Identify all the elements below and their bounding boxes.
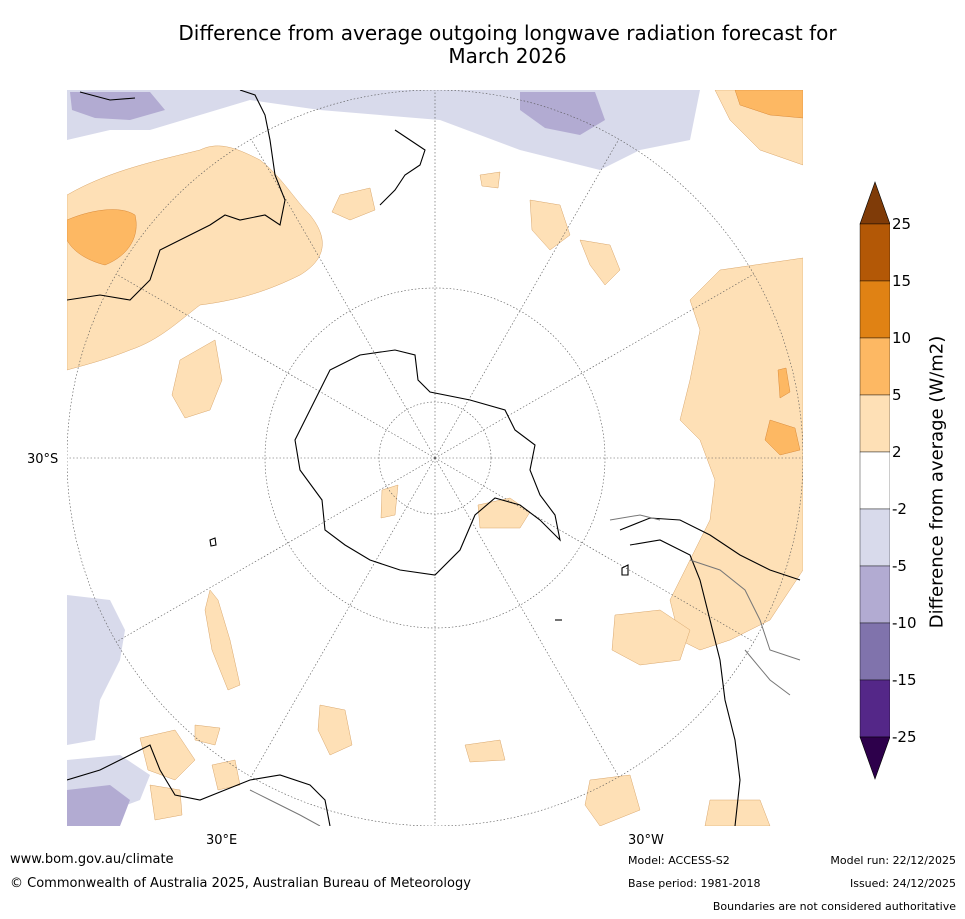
colorbar-swatch <box>859 622 890 681</box>
colorbar-tick-label: 10 <box>892 329 912 347</box>
footer-base-period: Base period: 1981-2018 <box>628 877 761 890</box>
lon-label-30w: 30°W <box>628 833 664 848</box>
colorbar-tick-label: -2 <box>892 500 907 518</box>
colorbar-swatch <box>859 223 890 282</box>
title-line-2: March 2026 <box>448 44 567 68</box>
footer-issued: Issued: 24/12/2025 <box>849 877 956 890</box>
title-line-1: Difference from average outgoing longwav… <box>178 21 837 45</box>
colorbar-tick-label: -15 <box>892 671 917 689</box>
chart-title: Difference from average outgoing longwav… <box>60 22 955 68</box>
colorbar-tick-label: 15 <box>892 272 912 290</box>
country-borders <box>249 514 801 826</box>
colorbar-arrow-top <box>859 181 890 225</box>
colorbar-swatch <box>859 679 890 738</box>
footer-disclaimer: Boundaries are not considered authoritat… <box>712 900 956 913</box>
footer-model-run: Model run: 22/12/2025 <box>830 854 956 867</box>
anomaly-negative-medium <box>67 92 605 826</box>
colorbar-tick-label: -25 <box>892 728 917 746</box>
lon-label-30e: 30°E <box>206 833 238 848</box>
anomaly-positive-medium <box>67 90 803 456</box>
colorbar-swatch <box>859 337 890 396</box>
colorbar-tick-label: 25 <box>892 215 912 233</box>
footer-website[interactable]: www.bom.gov.au/climate <box>10 852 174 867</box>
colorbar-tick-label: -10 <box>892 614 917 632</box>
colorbar-swatch <box>859 565 890 624</box>
lat-label-30s: 30°S <box>27 452 59 467</box>
colorbar-arrow-bottom <box>859 736 890 780</box>
colorbar <box>859 181 890 780</box>
colorbar-swatch <box>859 508 890 567</box>
colorbar-swatch <box>859 394 890 453</box>
footer-copyright: © Commonwealth of Australia 2025, Austra… <box>10 876 471 891</box>
anomaly-positive-small <box>67 90 803 826</box>
colorbar-tick-label: 5 <box>892 386 902 404</box>
colorbar-swatch <box>859 451 890 510</box>
colorbar-swatches <box>859 181 890 780</box>
map-frame <box>67 90 803 826</box>
colorbar-tick-label: -5 <box>892 557 907 575</box>
colorbar-tick-label: 2 <box>892 443 902 461</box>
colorbar-swatch <box>859 280 890 339</box>
footer-model: Model: ACCESS-S2 <box>628 854 730 867</box>
